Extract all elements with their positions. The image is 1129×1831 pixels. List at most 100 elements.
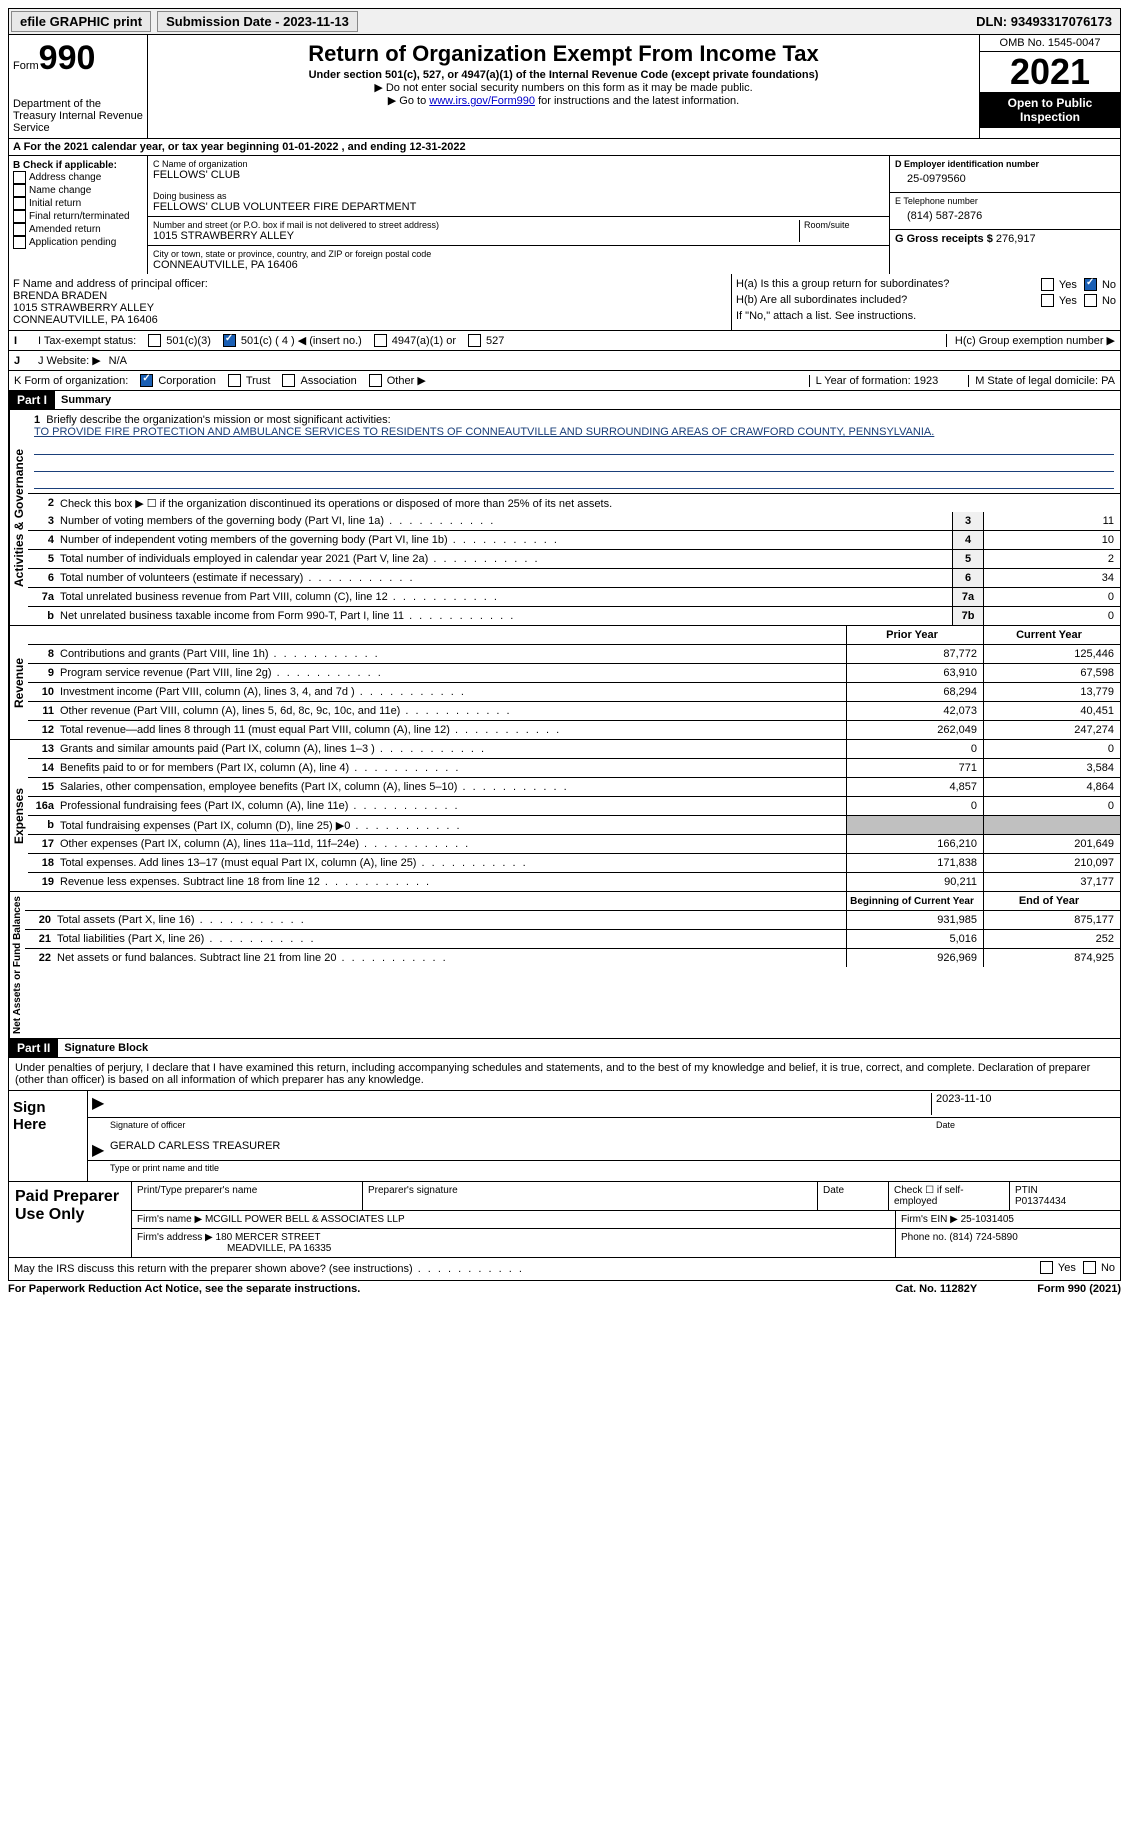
part2-hdr: Part II xyxy=(9,1039,58,1057)
arrow-icon-2: ▶ xyxy=(92,1140,110,1158)
k-o4: Other ▶ xyxy=(387,374,426,387)
discuss-no[interactable]: No xyxy=(1083,1261,1115,1274)
form-subtitle-2: ▶ Do not enter social security numbers o… xyxy=(152,81,975,94)
submission-date-button[interactable]: Submission Date - 2023-11-13 xyxy=(157,11,358,32)
ha-no[interactable]: No xyxy=(1084,278,1116,291)
pp-name-label: Print/Type preparer's name xyxy=(132,1182,363,1210)
i-o3: 4947(a)(1) or xyxy=(392,335,456,347)
discuss-text: May the IRS discuss this return with the… xyxy=(14,1263,524,1275)
exp-line-13: 13 Grants and similar amounts paid (Part… xyxy=(28,740,1120,759)
i-501c3[interactable]: 501(c)(3) xyxy=(148,334,211,347)
exp-line-16a: 16a Professional fundraising fees (Part … xyxy=(28,797,1120,816)
hb-no[interactable]: No xyxy=(1084,294,1116,307)
k-other[interactable]: Other ▶ xyxy=(369,374,426,387)
c-addr: 1015 STRAWBERRY ALLEY xyxy=(153,230,799,242)
i-o2: 501(c) ( 4 ) ◀ (insert no.) xyxy=(241,334,362,347)
rev-lines: Prior Year Current Year 8 Contributions … xyxy=(28,626,1120,739)
d-value: 25-0979560 xyxy=(895,169,1115,189)
arrow-icon: ▶ xyxy=(92,1093,110,1115)
pp-sig-label: Preparer's signature xyxy=(363,1182,818,1210)
header-grid: B Check if applicable: Address change Na… xyxy=(8,156,1121,274)
check-name-change[interactable]: Name change xyxy=(13,184,143,197)
i-row: I I Tax-exempt status: 501(c)(3) 501(c) … xyxy=(8,331,1121,351)
net-hdr: Beginning of Current Year End of Year xyxy=(25,892,1120,911)
line1-mission: 1 Briefly describe the organization's mi… xyxy=(28,410,1120,494)
exp-line-18: 18 Total expenses. Add lines 13–17 (must… xyxy=(28,854,1120,873)
dln-value: 93493317076173 xyxy=(1011,14,1112,29)
tax-year: 2021 xyxy=(980,52,1120,92)
perjury-text: Under penalties of perjury, I declare th… xyxy=(9,1058,1120,1090)
firm-addr2: MEADVILLE, PA 16335 xyxy=(137,1243,331,1254)
hb-yes[interactable]: Yes xyxy=(1041,294,1077,307)
i-label: I Tax-exempt status: xyxy=(38,335,136,347)
e-value: (814) 587-2876 xyxy=(895,206,1115,226)
dept-treasury: Department of the Treasury Internal Reve… xyxy=(13,98,143,134)
net-lines: Beginning of Current Year End of Year 20… xyxy=(25,892,1120,1038)
ha-text: H(a) Is this a group return for subordin… xyxy=(736,278,949,294)
sig-officer-label: Signature of officer xyxy=(110,1120,932,1136)
k-o2: Trust xyxy=(246,375,271,387)
ag-lines: 1 Briefly describe the organization's mi… xyxy=(28,410,1120,625)
check-final-return[interactable]: Final return/terminated xyxy=(13,210,143,223)
k-o1: Corporation xyxy=(158,375,215,387)
check-initial-return[interactable]: Initial return xyxy=(13,197,143,210)
irs-link[interactable]: www.irs.gov/Form990 xyxy=(429,95,535,107)
b-item-4: Amended return xyxy=(29,224,101,235)
footer-right: Form 990 (2021) xyxy=(1037,1283,1121,1295)
ag-line-6: 6 Total number of volunteers (estimate i… xyxy=(28,569,1120,588)
exp-line-19: 19 Revenue less expenses. Subtract line … xyxy=(28,873,1120,891)
discuss-yes[interactable]: Yes xyxy=(1040,1261,1076,1274)
rev-line-10: 10 Investment income (Part VIII, column … xyxy=(28,683,1120,702)
mission-line2 xyxy=(34,457,1114,472)
page-footer: For Paperwork Reduction Act Notice, see … xyxy=(8,1281,1121,1297)
net-block: Net Assets or Fund Balances Beginning of… xyxy=(9,891,1120,1038)
col-c: C Name of organization FELLOWS' CLUB Doi… xyxy=(148,156,889,274)
paid-preparer-block: Paid Preparer Use Only Print/Type prepar… xyxy=(8,1182,1121,1258)
hc-text: H(c) Group exemption number ▶ xyxy=(946,334,1115,347)
firm-addr-label: Firm's address ▶ xyxy=(137,1232,213,1243)
k-assoc[interactable]: Association xyxy=(282,374,356,387)
g-label: G Gross receipts $ xyxy=(895,233,993,245)
i-4947[interactable]: 4947(a)(1) or xyxy=(374,334,456,347)
officer-label: Type or print name and title xyxy=(110,1163,219,1179)
hb-note: If "No," attach a list. See instructions… xyxy=(736,310,1116,322)
efile-print-button[interactable]: efile GRAPHIC print xyxy=(11,11,151,32)
form-subtitle-3: ▶ Go to www.irs.gov/Form990 for instruct… xyxy=(152,94,975,107)
check-pending[interactable]: Application pending xyxy=(13,236,143,249)
side-expenses: Expenses xyxy=(9,740,28,891)
i-501c[interactable]: 501(c) ( 4 ) ◀ (insert no.) xyxy=(223,334,362,347)
rev-line-11: 11 Other revenue (Part VIII, column (A),… xyxy=(28,702,1120,721)
part1-title: Summary xyxy=(55,392,117,408)
form-number: Form990 xyxy=(13,39,143,78)
rev-line-8: 8 Contributions and grants (Part VIII, l… xyxy=(28,645,1120,664)
check-address-change[interactable]: Address change xyxy=(13,171,143,184)
b-item-1: Name change xyxy=(29,185,91,196)
sig-date-value: 2023-11-10 xyxy=(931,1093,1116,1115)
check-amended[interactable]: Amended return xyxy=(13,223,143,236)
firm-ein: 25-1031405 xyxy=(961,1214,1014,1225)
col-end-year: End of Year xyxy=(983,892,1120,910)
i-527[interactable]: 527 xyxy=(468,334,504,347)
c-dba: FELLOWS' CLUB VOLUNTEER FIRE DEPARTMENT xyxy=(153,201,884,213)
mission-text: TO PROVIDE FIRE PROTECTION AND AMBULANCE… xyxy=(34,426,934,438)
ag-block: Activities & Governance 1 Briefly descri… xyxy=(9,410,1120,625)
net-line-22: 22 Net assets or fund balances. Subtract… xyxy=(25,949,1120,967)
ag-line-b: b Net unrelated business taxable income … xyxy=(28,607,1120,625)
f-addr1: 1015 STRAWBERRY ALLEY xyxy=(13,302,727,314)
exp-line-17: 17 Other expenses (Part IX, column (A), … xyxy=(28,835,1120,854)
m-state: M State of legal domicile: PA xyxy=(968,375,1115,387)
fgh-row: F Name and address of principal officer:… xyxy=(8,274,1121,331)
col-begin-year: Beginning of Current Year xyxy=(846,892,983,910)
form-subtitle-1: Under section 501(c), 527, or 4947(a)(1)… xyxy=(152,69,975,81)
net-line-20: 20 Total assets (Part X, line 16) 931,98… xyxy=(25,911,1120,930)
k-trust[interactable]: Trust xyxy=(228,374,271,387)
f-officer: F Name and address of principal officer:… xyxy=(9,274,732,330)
cell-city: City or town, state or province, country… xyxy=(148,246,889,274)
firm-name: MCGILL POWER BELL & ASSOCIATES LLP xyxy=(205,1214,405,1225)
pp-ptin: PTIN P01374434 xyxy=(1010,1182,1120,1210)
ha-yes[interactable]: Yes xyxy=(1041,278,1077,291)
phone-value: (814) 724-5890 xyxy=(949,1232,1017,1243)
k-corp[interactable]: Corporation xyxy=(140,374,215,387)
pp-check[interactable]: Check ☐ if self-employed xyxy=(889,1182,1010,1210)
open-to-public: Open to Public Inspection xyxy=(980,92,1120,128)
